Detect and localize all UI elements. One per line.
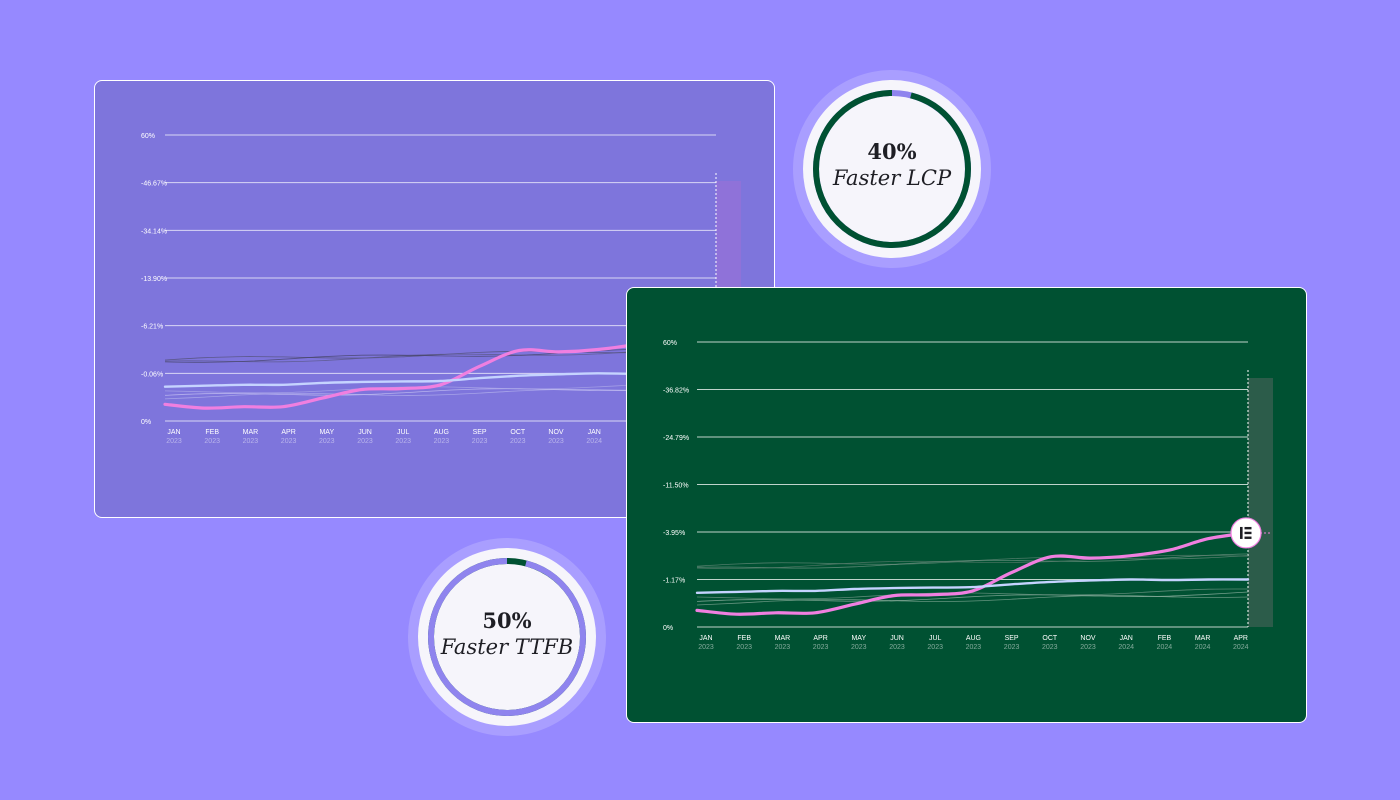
x-tick-year: 2023: [851, 644, 867, 651]
x-tick-year: 2023: [472, 438, 488, 445]
y-tick-label: -1.17%: [663, 578, 685, 585]
ttfb-progress-arc: [428, 558, 586, 716]
x-tick-year: 2023: [204, 438, 220, 445]
background-series-line: [164, 347, 717, 363]
x-tick-month: APR: [1234, 635, 1248, 642]
x-tick-year: 2023: [510, 438, 526, 445]
x-tick-year: 2023: [357, 438, 373, 445]
y-tick-label: 0%: [663, 625, 673, 632]
x-tick-month: JUL: [397, 429, 410, 436]
x-tick-month: SEP: [473, 429, 487, 436]
background-series-line: [164, 385, 717, 396]
background-series-line: [164, 382, 717, 394]
x-tick-month: NOV: [1080, 635, 1096, 642]
x-tick-year: 2023: [927, 644, 943, 651]
x-tick-month: FEB: [737, 635, 751, 642]
x-tick-year: 2023: [319, 438, 335, 445]
lcp-badge: 40% Faster LCP: [803, 80, 981, 258]
background-series-line: [164, 348, 717, 363]
x-tick-year: 2023: [1042, 644, 1058, 651]
y-tick-label: -13.90%: [141, 276, 167, 283]
x-tick-month: FEB: [1158, 635, 1172, 642]
highlight-series-line: [163, 325, 718, 410]
x-tick-year: 2023: [698, 644, 714, 651]
x-tick-month: JUN: [358, 429, 372, 436]
lcp-progress-ring: [813, 90, 971, 248]
x-tick-month: MAY: [851, 635, 866, 642]
lcp-label: Faster LCP: [832, 166, 952, 190]
baseline-series-line: [695, 578, 1250, 594]
x-tick-month: APR: [813, 635, 827, 642]
x-tick-month: JAN: [588, 429, 601, 436]
x-tick-year: 2024: [1118, 644, 1134, 651]
x-tick-year: 2023: [548, 438, 564, 445]
ttfb-badge: 50% Faster TTFB: [418, 548, 596, 726]
x-tick-month: MAR: [775, 635, 791, 642]
x-tick-month: MAY: [319, 429, 334, 436]
y-tick-label: -11.50%: [663, 483, 689, 490]
elementor-logo-icon: [1230, 517, 1262, 549]
x-tick-year: 2023: [166, 438, 182, 445]
y-tick-label: -34.14%: [141, 228, 167, 235]
y-tick-label: -24.79%: [663, 435, 689, 442]
lcp-percent: 40%: [867, 139, 917, 164]
y-tick-label: -46.67%: [141, 181, 167, 188]
x-tick-month: AUG: [434, 429, 449, 436]
baseline-series-line: [163, 372, 718, 388]
x-tick-year: 2023: [966, 644, 982, 651]
x-tick-month: AUG: [966, 635, 981, 642]
background-series-line: [696, 591, 1249, 602]
lcp-progress-arc: [813, 90, 971, 248]
highlight-series-line: [695, 531, 1250, 616]
x-tick-year: 2023: [736, 644, 752, 651]
x-tick-year: 2023: [434, 438, 450, 445]
highlight-band: [1248, 378, 1273, 627]
x-tick-year: 2023: [1080, 644, 1096, 651]
x-tick-year: 2023: [243, 438, 259, 445]
x-tick-year: 2023: [281, 438, 297, 445]
x-tick-month: MAR: [1195, 635, 1211, 642]
x-tick-month: JAN: [167, 429, 180, 436]
x-tick-month: SEP: [1005, 635, 1019, 642]
y-tick-label: -36.82%: [663, 388, 689, 395]
x-tick-year: 2023: [1004, 644, 1020, 651]
y-tick-label: 0%: [141, 419, 151, 426]
x-tick-month: FEB: [205, 429, 219, 436]
background-series-line: [696, 553, 1249, 569]
green-chart-card: 60% -36.82% -24.79% -11.50% -3.95% -1.17% 0% JA…: [626, 287, 1307, 723]
x-tick-month: JUL: [929, 635, 942, 642]
x-tick-month: NOV: [548, 429, 564, 436]
y-tick-label: -0.06%: [141, 371, 163, 378]
x-tick-month: JAN: [699, 635, 712, 642]
x-tick-month: APR: [281, 429, 295, 436]
x-tick-year: 2024: [1157, 644, 1173, 651]
x-tick-month: JUN: [890, 635, 904, 642]
y-tick-label: -3.95%: [663, 530, 685, 537]
x-tick-year: 2024: [1233, 644, 1249, 651]
background-series-line: [696, 588, 1249, 600]
x-tick-month: JAN: [1120, 635, 1133, 642]
y-tick-label: -6.21%: [141, 324, 163, 331]
x-tick-year: 2023: [395, 438, 411, 445]
x-tick-year: 2023: [813, 644, 829, 651]
x-tick-month: MAR: [243, 429, 259, 436]
x-tick-year: 2023: [889, 644, 905, 651]
x-tick-year: 2024: [1195, 644, 1211, 651]
ttfb-percent: 50%: [482, 608, 532, 633]
y-tick-label: 60%: [663, 340, 677, 347]
x-tick-year: 2023: [775, 644, 791, 651]
x-tick-year: 2024: [586, 438, 602, 445]
x-tick-month: OCT: [1042, 635, 1058, 642]
ttfb-label: Faster TTFB: [440, 635, 574, 659]
ttfb-progress-ring: [428, 558, 586, 716]
x-tick-month: OCT: [510, 429, 526, 436]
y-tick-label: 60%: [141, 133, 155, 140]
green-line-chart: 60% -36.82% -24.79% -11.50% -3.95% -1.17% 0% JA…: [663, 340, 1273, 651]
background-series-line: [696, 554, 1249, 569]
